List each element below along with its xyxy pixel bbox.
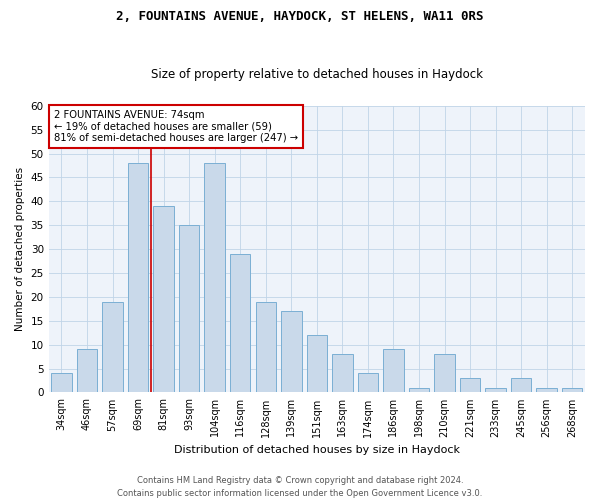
Bar — [103, 302, 123, 392]
Text: 2 FOUNTAINS AVENUE: 74sqm
← 19% of detached houses are smaller (59)
81% of semi-: 2 FOUNTAINS AVENUE: 74sqm ← 19% of detac… — [54, 110, 298, 144]
Bar — [562, 388, 583, 392]
Bar — [460, 378, 480, 392]
Title: Size of property relative to detached houses in Haydock: Size of property relative to detached ho… — [151, 68, 483, 81]
Bar — [485, 388, 506, 392]
Bar — [409, 388, 429, 392]
Bar — [307, 335, 327, 392]
Bar — [256, 302, 276, 392]
Bar — [434, 354, 455, 393]
Bar — [179, 225, 199, 392]
Bar — [332, 354, 353, 393]
Bar — [383, 350, 404, 393]
Text: 2, FOUNTAINS AVENUE, HAYDOCK, ST HELENS, WA11 0RS: 2, FOUNTAINS AVENUE, HAYDOCK, ST HELENS,… — [116, 10, 484, 23]
Text: Contains HM Land Registry data © Crown copyright and database right 2024.
Contai: Contains HM Land Registry data © Crown c… — [118, 476, 482, 498]
Bar — [358, 374, 378, 392]
Bar — [205, 163, 225, 392]
Bar — [281, 311, 302, 392]
Y-axis label: Number of detached properties: Number of detached properties — [15, 167, 25, 331]
Bar — [128, 163, 148, 392]
X-axis label: Distribution of detached houses by size in Haydock: Distribution of detached houses by size … — [174, 445, 460, 455]
Bar — [51, 374, 71, 392]
Bar — [230, 254, 250, 392]
Bar — [77, 350, 97, 393]
Bar — [511, 378, 532, 392]
Bar — [154, 206, 174, 392]
Bar — [536, 388, 557, 392]
